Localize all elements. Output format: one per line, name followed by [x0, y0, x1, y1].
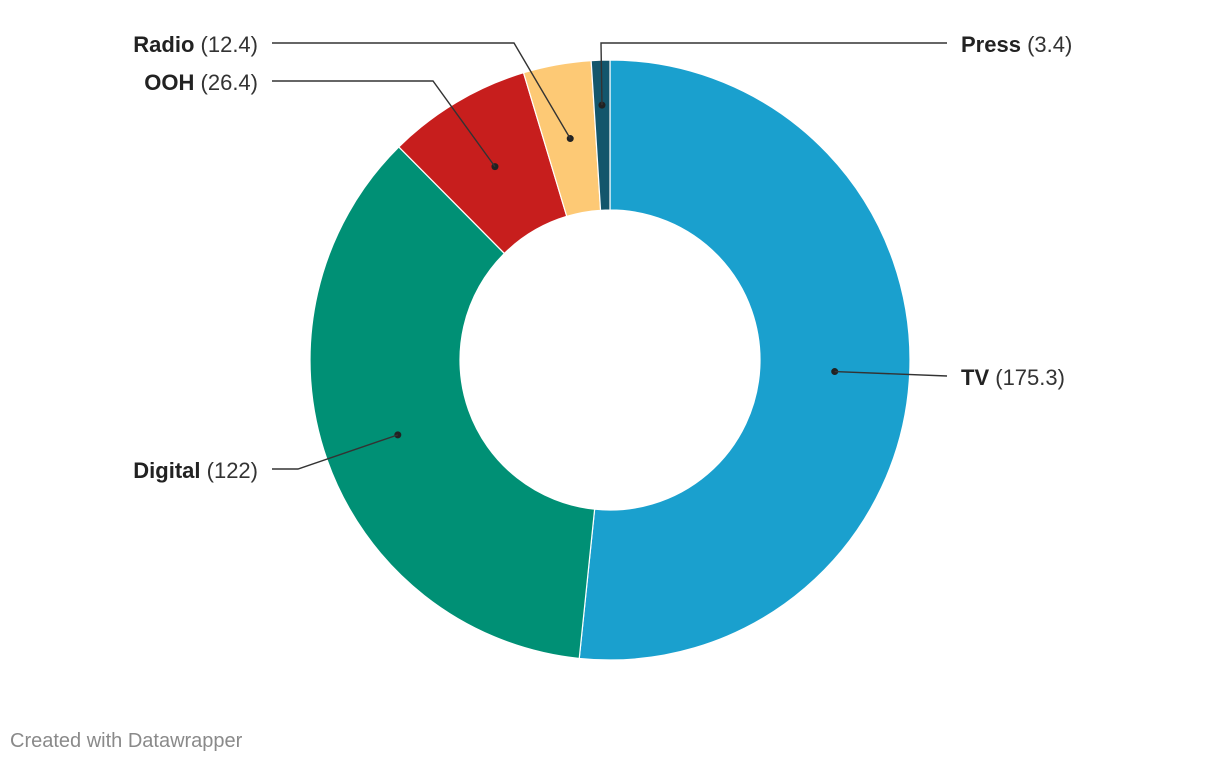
label-name-ooh: OOH	[144, 70, 194, 95]
label-value-tv: (175.3)	[989, 365, 1065, 390]
leader-lines-group	[272, 42, 948, 470]
label-value-digital: (122)	[201, 458, 258, 483]
label-radio: Radio (12.4)	[133, 32, 258, 57]
label-value-radio: (12.4)	[194, 32, 258, 57]
leader-line-tv	[834, 370, 948, 377]
slice-tv	[578, 59, 911, 661]
label-name-tv: TV	[961, 365, 989, 390]
slices-group	[309, 59, 911, 661]
leader-line-ooh	[272, 80, 496, 168]
leader-line-radio	[272, 42, 571, 139]
leader-line-digital	[272, 434, 399, 470]
label-value-ooh: (26.4)	[194, 70, 258, 95]
label-press: Press (3.4)	[961, 32, 1072, 57]
label-name-radio: Radio	[133, 32, 194, 57]
leader-line-press	[600, 42, 947, 106]
labels-group: TV (175.3)Digital (122)OOH (26.4)Radio (…	[133, 32, 1072, 483]
slice-digital	[309, 146, 596, 660]
credit-text: Created with Datawrapper	[10, 730, 243, 752]
label-tv: TV (175.3)	[961, 365, 1065, 390]
slice-press	[590, 59, 611, 211]
label-digital: Digital (122)	[133, 458, 258, 483]
label-name-press: Press	[961, 32, 1021, 57]
label-value-press: (3.4)	[1021, 32, 1072, 57]
label-ooh: OOH (26.4)	[144, 70, 258, 95]
label-name-digital: Digital	[133, 458, 200, 483]
